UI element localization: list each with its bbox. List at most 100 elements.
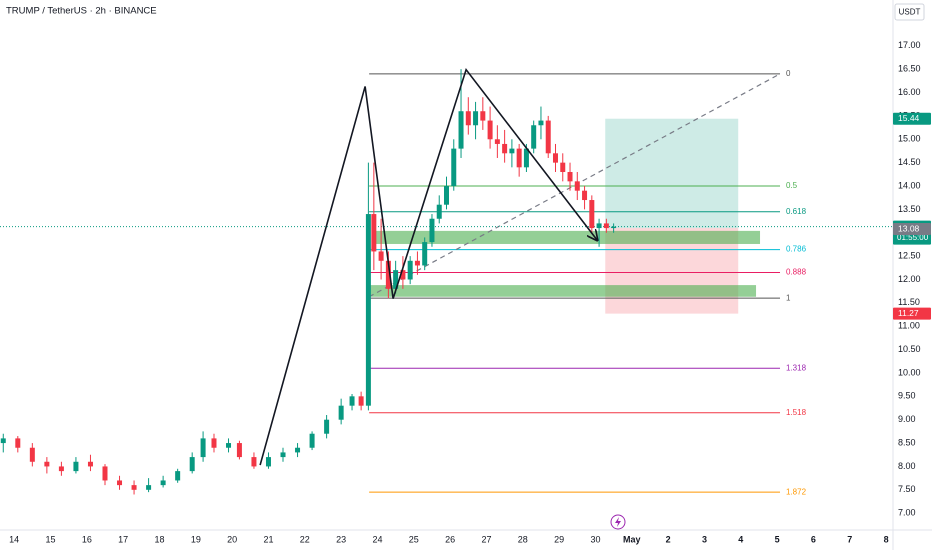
x-tick-label: 20 <box>227 534 237 544</box>
candle-body <box>465 111 471 126</box>
candle-body <box>552 153 558 163</box>
x-tick-label: 17 <box>118 534 128 544</box>
candle-body <box>509 148 515 154</box>
candle-body <box>0 438 6 444</box>
candle-body <box>523 148 529 168</box>
y-tick-label: 9.50 <box>898 391 916 401</box>
x-tick-label: 30 <box>590 534 600 544</box>
y-tick-label: 8.00 <box>898 461 916 471</box>
candle-body <box>545 120 551 154</box>
candle-body <box>444 186 449 205</box>
candle-body <box>378 251 384 261</box>
candle-body <box>603 223 609 229</box>
y-tick-label: 17.00 <box>898 40 921 50</box>
candle-body <box>73 461 79 472</box>
candle-body <box>494 139 500 144</box>
support-zone <box>372 230 761 244</box>
y-tick-label: 10.00 <box>898 367 921 377</box>
x-tick-label: 29 <box>554 534 564 544</box>
candle-body <box>87 461 93 467</box>
price-tag: 15.44 <box>893 112 931 125</box>
candle-body <box>44 461 50 467</box>
candle-body <box>117 480 123 486</box>
y-tick-label: 7.50 <box>898 484 916 494</box>
x-tick-label: 27 <box>481 534 491 544</box>
currency-box[interactable] <box>894 3 925 21</box>
candle-body <box>414 260 420 266</box>
candle-body <box>574 181 580 191</box>
candle-body <box>429 218 435 243</box>
candle-body <box>502 143 508 154</box>
candle-body <box>251 457 257 467</box>
countdown: 01:55:00 <box>897 233 929 242</box>
candle-body <box>365 214 371 406</box>
candle-body <box>538 120 544 126</box>
candle-body <box>400 270 406 280</box>
x-tick-label: 26 <box>445 534 455 544</box>
x-tick-label: 6 <box>811 534 816 544</box>
price-tag: 13.08 <box>893 223 931 236</box>
candle-body <box>611 226 617 229</box>
price-tag-label: 13.08 <box>898 223 920 233</box>
candle-body <box>560 162 566 172</box>
candle-body <box>189 457 195 472</box>
y-tick-label: 12.00 <box>898 274 921 284</box>
candle-body <box>589 200 595 229</box>
fib-label: 1.872 <box>786 487 807 496</box>
x-tick-label: 5 <box>775 534 780 544</box>
candle-body <box>160 480 166 486</box>
candle-body <box>236 443 242 458</box>
candle-body <box>473 111 479 126</box>
candle-body <box>280 452 286 458</box>
x-tick-label: 7 <box>847 534 852 544</box>
candle-body <box>436 204 442 219</box>
x-tick-label: 19 <box>191 534 201 544</box>
y-tick-label: 7.00 <box>898 508 916 518</box>
candle-body <box>567 171 573 182</box>
candle-body <box>226 443 232 448</box>
candle-body <box>487 120 493 140</box>
x-tick-label: 4 <box>738 534 743 544</box>
pattern-line <box>259 67 597 466</box>
candle-body <box>338 405 344 420</box>
event-icon-bolt[interactable] <box>615 517 621 527</box>
candle-body <box>371 214 377 252</box>
x-tick-label: May <box>623 534 641 544</box>
candle-body <box>516 148 522 168</box>
currency[interactable]: USDT <box>899 8 921 17</box>
candle-body <box>596 223 602 229</box>
candle-body <box>265 457 271 467</box>
candle-body <box>175 471 181 481</box>
price-tag: 11.27 <box>893 307 931 320</box>
price-tag-box <box>893 223 931 236</box>
price-tag-box <box>893 307 931 320</box>
candle-body <box>102 466 108 481</box>
candle-body <box>385 260 391 289</box>
candle-body <box>458 111 464 149</box>
fib-label: 0.5 <box>786 181 798 190</box>
x-tick-label: 15 <box>45 534 55 544</box>
y-tick-label: 16.50 <box>898 64 921 74</box>
y-tick-label: 14.50 <box>898 157 921 167</box>
fib-label: 1 <box>786 293 791 302</box>
x-tick-label: 24 <box>372 534 382 544</box>
y-tick-label: 16.00 <box>898 87 921 97</box>
x-tick-label: 3 <box>702 534 707 544</box>
fib-label: 0.618 <box>786 207 807 216</box>
candle-body <box>211 438 217 448</box>
candle-body <box>531 125 537 149</box>
y-tick-label: 10.50 <box>898 344 921 354</box>
y-tick-label: 14.00 <box>898 180 921 190</box>
x-tick-label: 25 <box>409 534 419 544</box>
x-tick-label: 28 <box>518 534 528 544</box>
chart-title: TRUMP / TetherUS · 2h · BINANCE <box>6 6 157 17</box>
candle-body <box>200 438 206 458</box>
candle-body <box>349 396 355 406</box>
x-tick-label: 23 <box>336 534 346 544</box>
price-tag-label: 15.44 <box>898 113 920 123</box>
candle-body <box>309 433 315 448</box>
candle-body <box>451 148 457 187</box>
candle-body <box>295 447 301 453</box>
